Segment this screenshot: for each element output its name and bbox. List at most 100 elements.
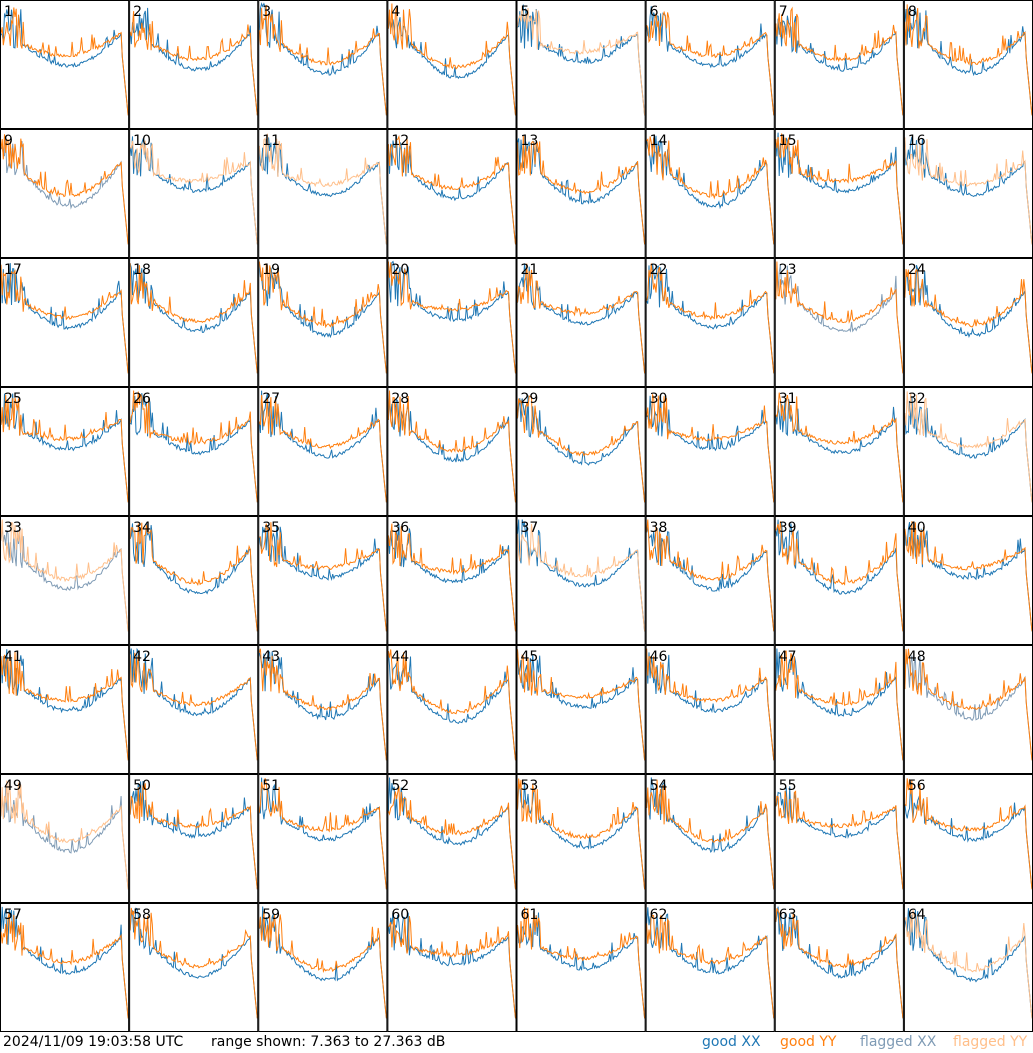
panel-10-label: 10	[133, 133, 151, 149]
panel-26: 26	[129, 387, 259, 516]
panel-35-label: 35	[262, 520, 280, 536]
panel-47-yy-line	[775, 650, 904, 761]
panel-31: 31	[774, 387, 904, 516]
panel-52-frame	[387, 774, 517, 903]
panel-2-yy-line	[129, 11, 258, 116]
panel-6-label: 6	[650, 4, 659, 20]
panel-56: 56	[903, 774, 1033, 903]
panel-50-yy-line	[129, 783, 258, 890]
panel-45-frame	[516, 645, 646, 774]
panel-59-label: 59	[262, 907, 280, 923]
panel-24: 24	[903, 258, 1033, 387]
panel-64-xx-line	[904, 908, 1033, 1019]
panel-49-label: 49	[4, 778, 22, 794]
panel-54: 54	[645, 774, 775, 903]
timestamp: 2024/11/09 19:03:58 UTC	[3, 1034, 184, 1050]
panel-19-xx-line	[258, 261, 387, 374]
panel-64: 64	[903, 903, 1033, 1032]
panel-56-label: 56	[908, 778, 926, 794]
legend-good-xx: good XX	[702, 1034, 761, 1050]
panel-44-xx-line	[387, 651, 516, 761]
panel-33-xx-line	[0, 526, 129, 632]
panel-21: 21	[516, 258, 646, 387]
panel-58-yy-line	[129, 907, 258, 1019]
panel-22: 22	[645, 258, 775, 387]
panel-23-yy-line	[775, 261, 904, 374]
panel-44: 44	[387, 645, 517, 774]
panel-29-frame	[516, 387, 646, 516]
panel-18: 18	[129, 258, 259, 387]
panel-48-label: 48	[908, 649, 926, 665]
panel-4-frame	[387, 0, 517, 129]
panel-9-yy-line	[0, 134, 129, 245]
panel-59-yy-line	[258, 910, 387, 1019]
panel-9-label: 9	[4, 133, 13, 149]
panel-44-label: 44	[391, 649, 409, 665]
panel-31-xx-line	[775, 398, 904, 503]
panel-47: 47	[774, 645, 904, 774]
panel-58: 58	[129, 903, 259, 1032]
panel-35-yy-line	[259, 522, 387, 632]
panel-16-xx-line	[904, 136, 1033, 245]
panel-16: 16	[903, 129, 1033, 258]
panel-8-label: 8	[908, 4, 917, 20]
panel-5-xx-line	[517, 4, 646, 116]
panel-45-label: 45	[521, 649, 539, 665]
panel-13: 13	[516, 129, 646, 258]
panel-34-xx-line	[129, 523, 258, 632]
panel-15-yy-line	[775, 133, 904, 245]
panel-13-yy-line	[517, 135, 646, 245]
panel-31-yy-line	[775, 392, 904, 503]
panel-42-yy-line	[129, 652, 258, 761]
panel-7-label: 7	[779, 4, 788, 20]
panel-12-yy-line	[387, 134, 516, 245]
panel-53-yy-line	[517, 778, 646, 890]
panel-21-yy-line	[517, 263, 646, 374]
panel-60-label: 60	[391, 907, 409, 923]
panel-3-yy-line	[258, 4, 387, 116]
panel-42-frame	[129, 645, 259, 774]
panel-63-frame	[774, 903, 904, 1032]
panel-15-label: 15	[779, 133, 797, 149]
panel-39-yy-line	[775, 521, 904, 632]
panel-23-label: 23	[779, 262, 797, 278]
panel-32: 32	[903, 387, 1033, 516]
panel-22-frame	[645, 258, 775, 387]
footer: 2024/11/09 19:03:58 UTC range shown: 7.3…	[0, 1032, 1033, 1053]
panel-52-label: 52	[391, 778, 409, 794]
panel-10: 10	[129, 129, 259, 258]
panel-7-yy-line	[775, 6, 904, 116]
panel-58-xx-line	[129, 907, 258, 1019]
panel-56-xx-line	[904, 781, 1033, 890]
panel-27-yy-line	[258, 395, 387, 503]
panel-26-frame	[129, 387, 259, 516]
panel-3: 3	[258, 0, 388, 129]
panel-14: 14	[645, 129, 775, 258]
panel-12: 12	[387, 129, 517, 258]
panel-6: 6	[645, 0, 775, 129]
panel-38: 38	[645, 516, 775, 645]
panel-27-xx-line	[258, 390, 387, 503]
panel-45: 45	[516, 645, 646, 774]
panel-23: 23	[774, 258, 904, 387]
panel-44-frame	[387, 645, 517, 774]
panel-49-xx-line	[0, 785, 129, 890]
panel-24-xx-line	[904, 264, 1033, 374]
panel-50-xx-line	[129, 780, 258, 890]
panel-40-yy-line	[904, 521, 1033, 632]
panel-39-xx-line	[775, 519, 904, 632]
panel-46-label: 46	[650, 649, 668, 665]
panel-50: 50	[129, 774, 259, 903]
panel-55-frame	[774, 774, 904, 903]
panel-57: 57	[0, 903, 130, 1032]
panel-25: 25	[0, 387, 130, 516]
panel-5-yy-line	[517, 5, 646, 116]
panel-63-yy-line	[775, 908, 904, 1019]
panel-16-label: 16	[908, 133, 926, 149]
panel-2-frame	[129, 0, 259, 129]
panel-33-yy-line	[0, 519, 129, 632]
panel-41-xx-line	[0, 649, 129, 761]
panel-18-frame	[129, 258, 259, 387]
panel-63: 63	[774, 903, 904, 1032]
panel-23-xx-line	[775, 264, 904, 374]
